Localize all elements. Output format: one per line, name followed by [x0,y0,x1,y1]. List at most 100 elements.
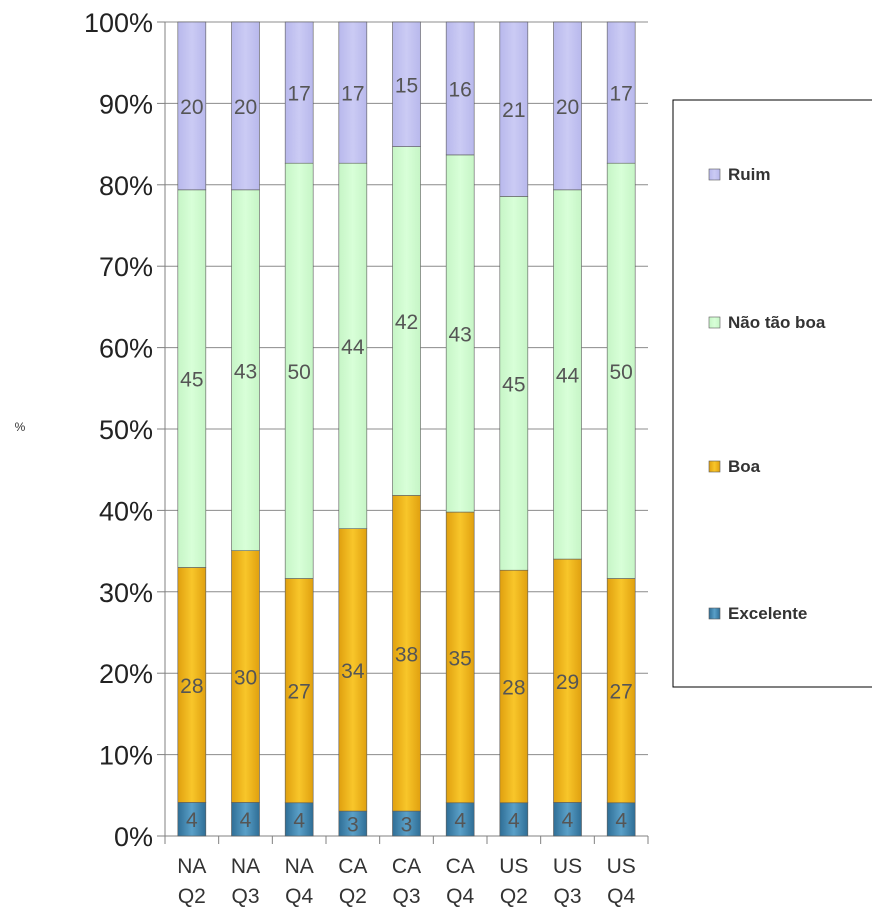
legend-swatch [708,607,721,620]
bar-segment [231,802,260,837]
data-label: 4 [186,809,198,832]
bar-segment [553,558,582,803]
bar-segment [231,550,260,803]
y-axis-label: % [15,420,26,434]
data-label: 50 [609,361,632,384]
data-label: 43 [448,323,471,346]
bar-segment [177,189,207,568]
data-label: 45 [502,373,525,396]
data-label: 38 [395,643,418,666]
data-label: 44 [556,364,580,387]
data-label: 35 [448,647,471,670]
legend-label: Boa [728,457,761,476]
data-label: 15 [395,74,418,97]
x-tick-label: Q2 [339,885,367,908]
x-tick-label: US [607,855,636,878]
bar-segment [392,21,421,147]
x-tick-label: CA [392,855,421,878]
data-label: 28 [502,676,525,699]
data-label: 44 [341,336,365,359]
data-label: 17 [341,83,364,106]
x-tick-label: US [499,855,528,878]
bar-segment [606,21,636,164]
bar-segment [338,162,368,529]
data-label: 27 [609,681,632,704]
y-tick-label: 10% [99,741,153,771]
bar-segment [392,810,421,837]
data-labels: 4 28 45 20 4 30 43 20 4 27 50 17 3 34 44 17 3 38 42 15 4 35 43… [180,74,633,836]
data-label: 27 [287,681,310,704]
bar-segment [231,21,260,191]
data-label: 3 [401,814,413,837]
y-tick-label: 20% [99,659,153,689]
bar-segment [231,189,260,551]
y-tick-label: 0% [114,822,153,852]
legend-label: Não tão boa [728,313,826,332]
bars [177,21,636,837]
data-label: 20 [234,96,257,119]
data-label: 43 [234,360,257,383]
bar-segment [606,162,636,579]
bar-segment [499,21,529,197]
x-tick-label: CA [446,855,475,878]
data-label: 17 [609,83,632,106]
bar-segment [177,21,207,191]
bar-segment [392,495,421,812]
x-tick-label: Q4 [607,885,635,908]
y-tick-label: 50% [99,415,153,445]
y-tick-label: 30% [99,578,153,608]
data-label: 50 [287,361,310,384]
bar-segment [392,146,421,496]
x-tick-label: Q3 [553,885,581,908]
bar-segment [284,578,314,804]
bar-segment [338,21,368,164]
x-tick-label: Q2 [500,885,528,908]
y-tick-label: 80% [99,171,153,201]
bar-segment [284,21,314,164]
data-label: 30 [234,667,257,690]
x-tick-label: Q3 [231,885,259,908]
bar-segment [445,511,475,804]
legend-label: Excelente [728,604,807,623]
bar-segment [284,162,314,579]
bar-segment [553,21,582,191]
data-label: 45 [180,369,203,392]
x-tick-label: Q4 [446,885,474,908]
bar-segment [177,802,207,837]
x-tick-label: NA [231,855,260,878]
x-tick-label: US [553,855,582,878]
y-tick-label: 100% [84,8,153,38]
data-label: 34 [341,660,365,683]
data-label: 4 [454,809,466,832]
data-label: 20 [180,96,203,119]
legend-label: Ruim [728,165,771,184]
y-tick-label: 40% [99,496,153,526]
bar-segment [338,528,368,812]
data-label: 3 [347,814,359,837]
bar-segment [284,802,314,837]
data-label: 4 [615,809,627,832]
x-tick-label: NA [285,855,314,878]
x-tick-label: NA [177,855,206,878]
x-tick-label: CA [338,855,367,878]
y-tick-label: 60% [99,334,153,364]
bar-segment [445,154,475,513]
data-label: 4 [240,809,252,832]
data-label: 16 [448,78,471,101]
data-label: 28 [180,675,203,698]
data-label: 4 [508,809,520,832]
legend-box [672,99,872,688]
data-label: 20 [556,96,579,119]
data-label: 42 [395,311,418,334]
bar-segment [606,578,636,804]
bar-segment [177,567,207,803]
y-tick-label: 90% [99,89,153,119]
x-tick-label: Q4 [285,885,313,908]
data-label: 17 [287,83,310,106]
y-tick-label: 70% [99,252,153,282]
bar-segment [553,189,582,560]
x-tick-label: Q3 [392,885,420,908]
data-label: 29 [556,671,579,694]
x-tick-label: Q2 [178,885,206,908]
